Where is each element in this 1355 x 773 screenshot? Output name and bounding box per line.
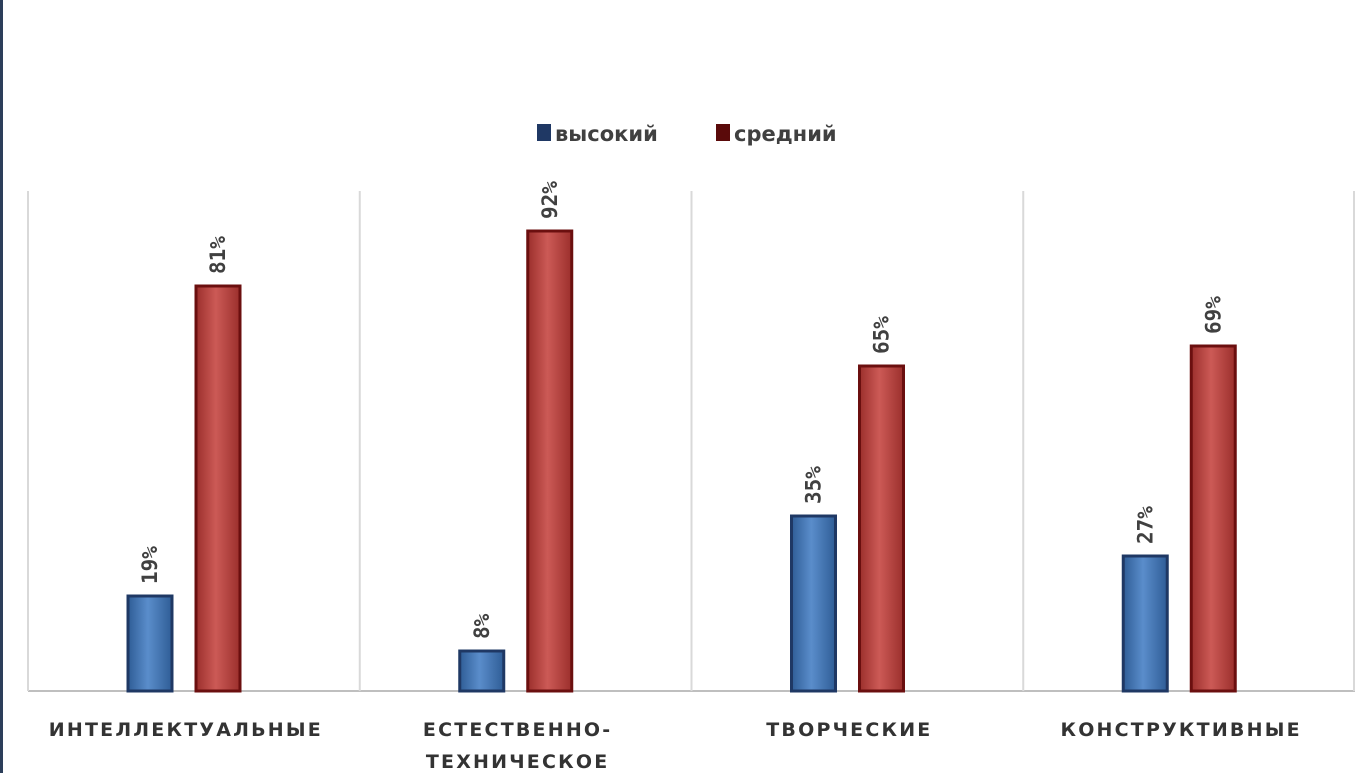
legend: высокий средний: [537, 122, 837, 146]
bar-high-1: [458, 649, 506, 693]
category-label-3: КОНСТРУКТИВНЫЕ: [1060, 719, 1301, 741]
category-label-2: ТВОРЧЕСКИЕ: [766, 719, 932, 741]
category-label-1: ЕСТЕСТВЕННО-: [423, 719, 612, 741]
bar-medium-2: [858, 364, 905, 693]
legend-swatch-1: [716, 124, 730, 141]
bar-high-3: [1121, 554, 1169, 693]
data-label-0-3: 27%: [1133, 506, 1157, 544]
bar-high-2: [790, 514, 837, 693]
legend-swatch-0: [537, 124, 551, 141]
data-labels: 19% 81% 8% 92% 35% 65% 27% 69%: [138, 181, 1225, 639]
category-labels: ИНТЕЛЛЕКТУАЛЬНЫЕ ЕСТЕСТВЕННО- ТЕХНИЧЕСКОЕ Т…: [49, 719, 1301, 773]
legend-label-1: средний: [734, 122, 837, 146]
data-label-1-3: 69%: [1201, 296, 1225, 334]
data-label-1-2: 65%: [870, 316, 894, 354]
data-label-1-0: 81%: [206, 236, 230, 274]
bar-medium-1: [526, 229, 574, 693]
frame-border: [0, 0, 3, 773]
data-label-0-0: 19%: [138, 546, 162, 584]
bar-medium-3: [1189, 344, 1237, 693]
bar-high-0: [126, 594, 174, 693]
data-label-0-2: 35%: [802, 466, 826, 504]
data-label-1-1: 92%: [538, 181, 562, 219]
bar-medium-0: [194, 284, 242, 693]
category-label-0: ИНТЕЛЛЕКТУАЛЬНЫЕ: [49, 719, 323, 741]
bars: [126, 229, 1237, 693]
data-label-0-1: 8%: [470, 613, 494, 639]
legend-label-0: высокий: [555, 122, 658, 146]
category-label-1: ТЕХНИЧЕСКОЕ: [426, 751, 610, 773]
